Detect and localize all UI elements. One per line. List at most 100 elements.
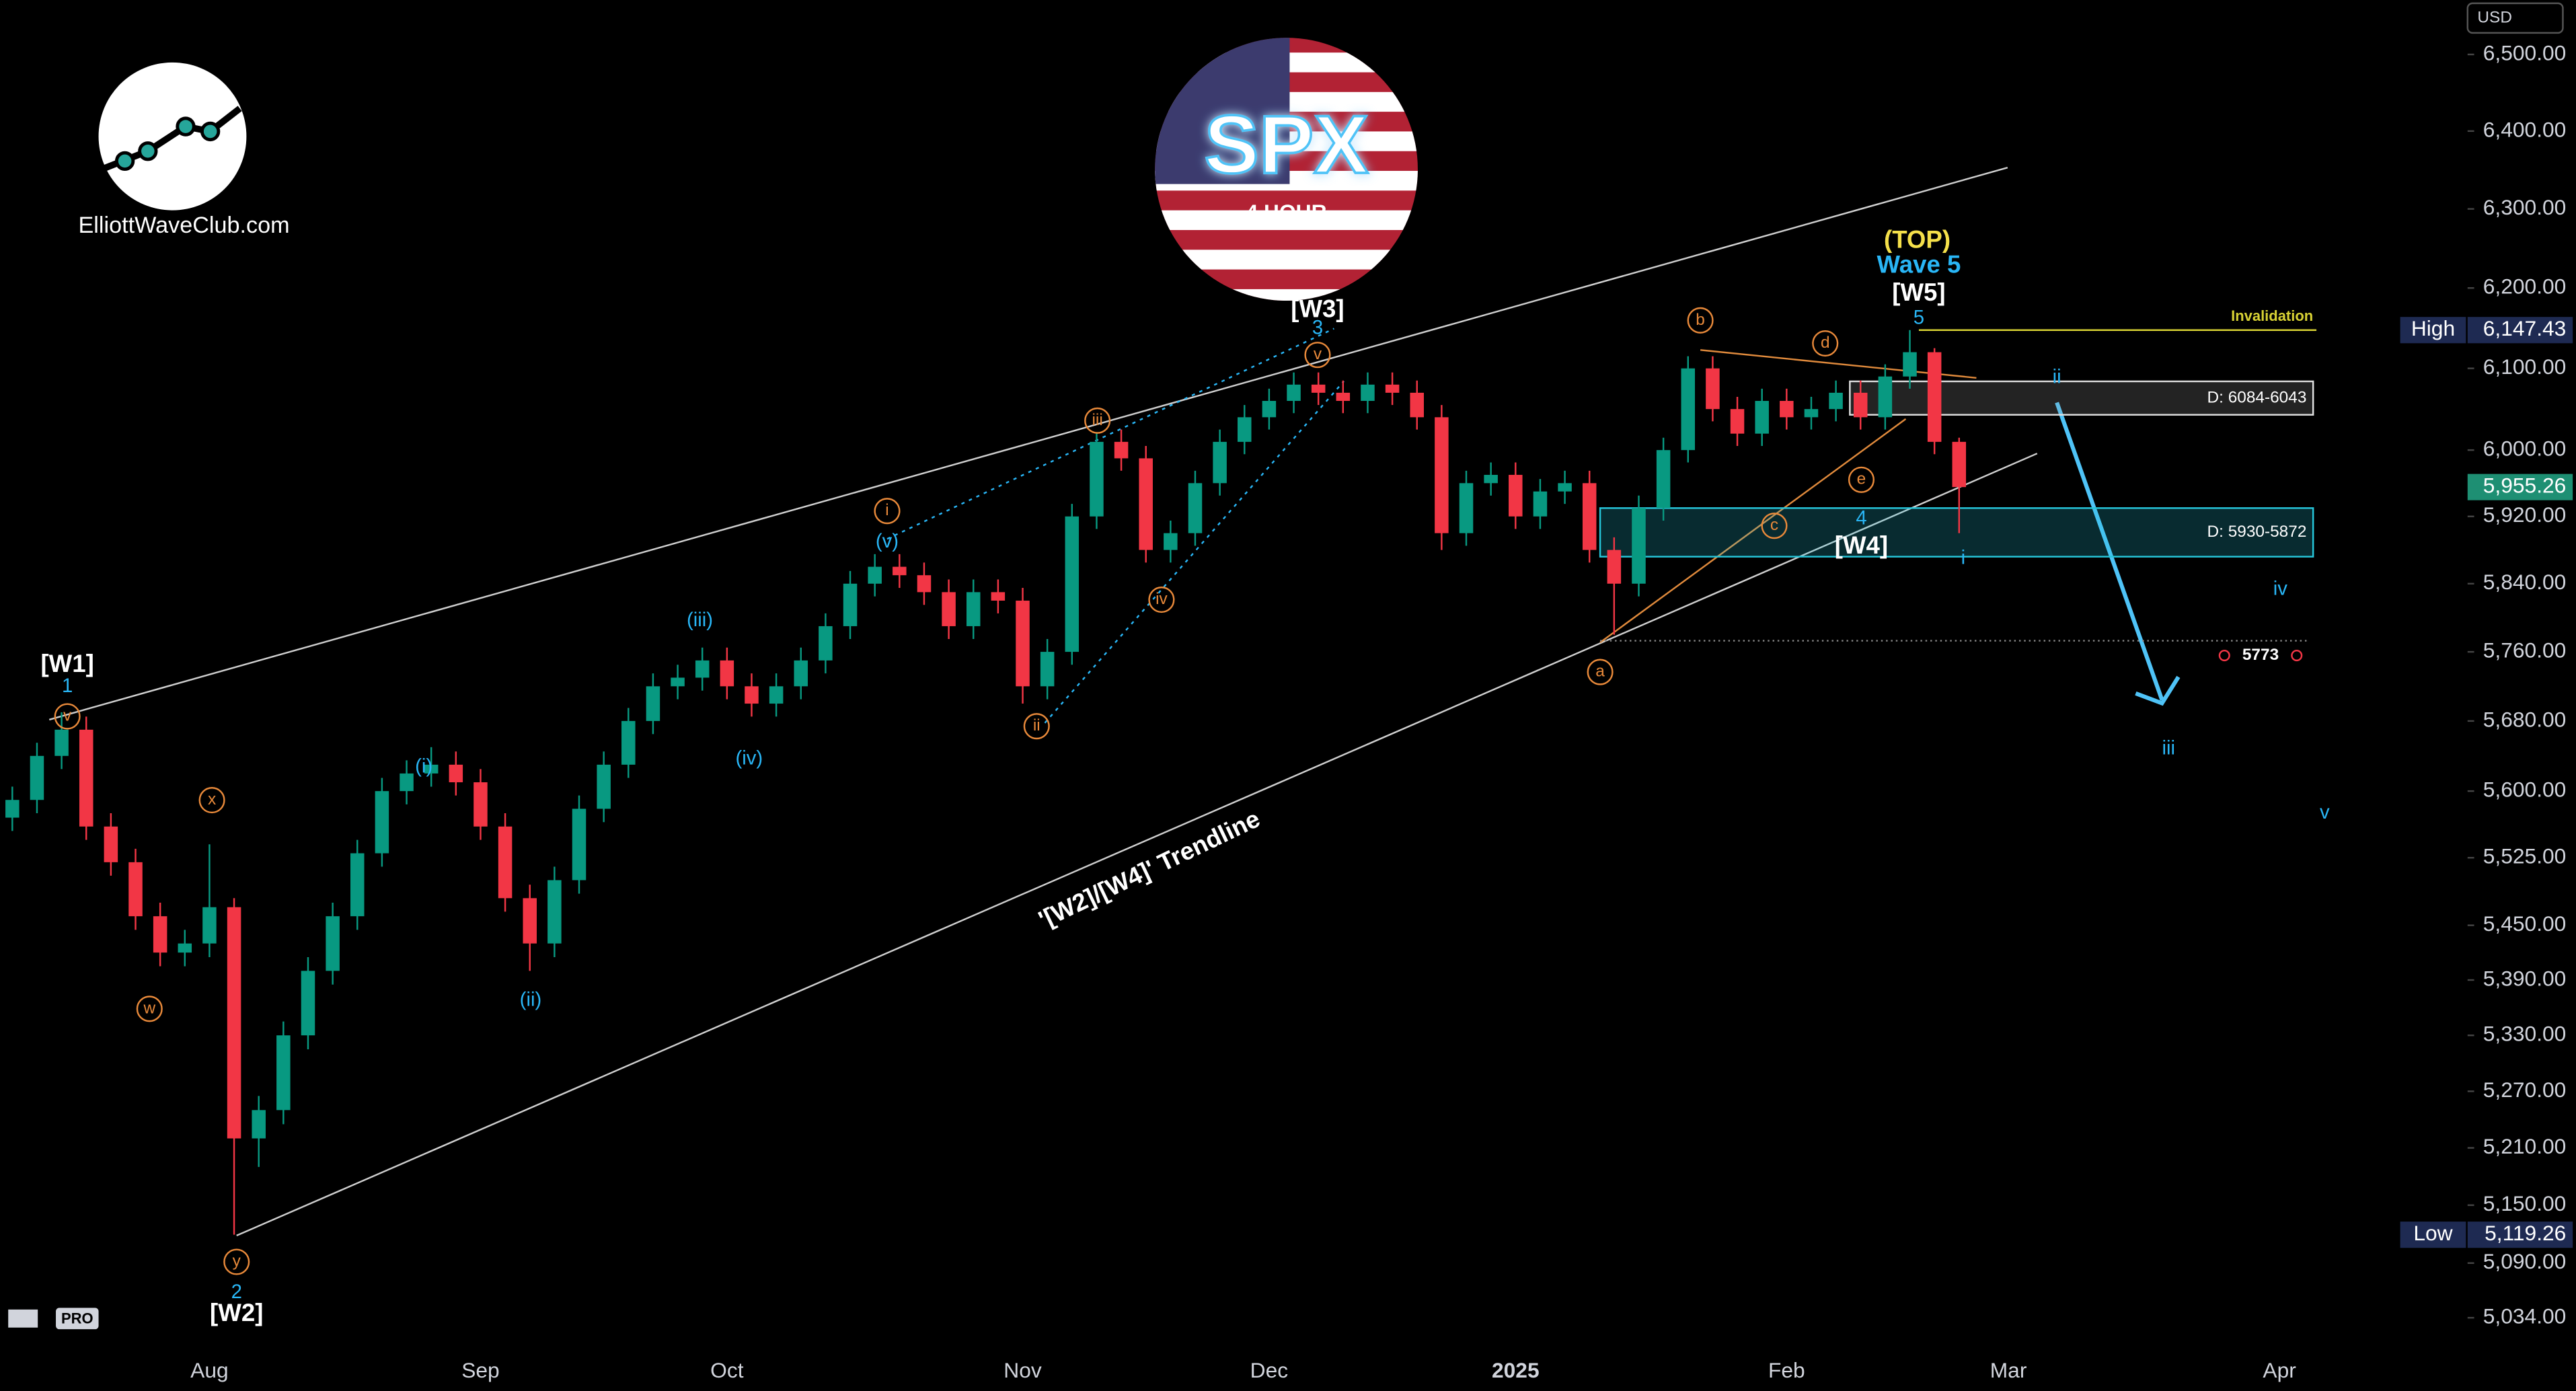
candle-body — [745, 686, 759, 704]
candle-body — [498, 826, 513, 899]
plot: 6,500.00 6,400.00 6,300.00 6,200.00 6,100.00… — [5, 40, 2573, 1382]
x-tick-label: Apr — [2263, 1358, 2296, 1382]
candle-body — [473, 782, 488, 827]
wave-label: (v) — [876, 530, 899, 552]
wave-label: [W4] — [1835, 531, 1888, 559]
candle-body — [843, 583, 858, 626]
candle-body — [375, 791, 389, 854]
wave-label: 3 — [1312, 316, 1323, 338]
wave-circle — [1812, 330, 1839, 357]
y-tick-label: 5,680.00 — [2483, 707, 2567, 731]
candle-body — [1484, 474, 1498, 484]
price-marker-box — [2467, 474, 2573, 500]
candle-body — [227, 907, 241, 1139]
y-tick-label: 5,450.00 — [2483, 911, 2567, 936]
wave-circle — [54, 703, 81, 730]
candle-body — [1016, 600, 1030, 687]
wave-label: b — [1696, 311, 1705, 329]
candle-body — [1385, 384, 1400, 393]
candle-body — [1410, 392, 1425, 418]
x-tick-label: Oct — [710, 1358, 744, 1382]
price-marker-name: High — [2411, 316, 2455, 340]
candle-body — [1287, 384, 1301, 402]
brand-timeframe: 4 HOUR — [1246, 200, 1327, 224]
y-tick-label: 6,100.00 — [2483, 354, 2567, 379]
brand-symbol: SPX — [1204, 98, 1368, 190]
price-marker-value: 5,955.26 — [2483, 474, 2567, 498]
wave-label: 2 — [231, 1281, 242, 1303]
candle-body — [868, 566, 882, 584]
wave-label: Wave 5 — [1877, 250, 1961, 278]
candle-body — [79, 729, 93, 827]
y-tick-label: 5,600.00 — [2483, 778, 2567, 802]
candle-body — [252, 1110, 266, 1139]
candle-body — [1164, 533, 1178, 550]
candle-body — [523, 898, 537, 944]
wave-label: ii — [2053, 366, 2061, 388]
candle-body — [1188, 483, 1203, 533]
candle-body — [1829, 392, 1843, 410]
candle-body — [1755, 401, 1769, 434]
x-tick-label: Aug — [190, 1358, 228, 1382]
wave-label: 5 — [1914, 307, 1924, 329]
y-tick-label: 6,300.00 — [2483, 195, 2567, 219]
wave-circle — [1587, 659, 1614, 685]
wave-label: (i) — [415, 755, 432, 777]
candle-body — [720, 660, 734, 687]
wave-label: iv — [2273, 578, 2288, 600]
wave-label: ii — [1033, 716, 1040, 735]
price-marker-box — [2467, 1221, 2573, 1248]
wave-label: (iii) — [687, 609, 713, 631]
candle-body — [819, 626, 833, 661]
wave-label: (TOP) — [1884, 226, 1950, 254]
wave-circle — [1848, 466, 1875, 493]
candle-body — [153, 916, 167, 953]
wave-label: e — [1857, 470, 1866, 488]
candle-body — [326, 916, 340, 971]
wave-label: a — [1595, 663, 1605, 681]
candle-body — [1213, 441, 1227, 484]
wave-label: [W3] — [1291, 295, 1344, 322]
candle-body — [1533, 491, 1548, 517]
candle-body — [1952, 441, 1967, 488]
y-tick-label: 5,150.00 — [2483, 1191, 2567, 1215]
zone — [1849, 380, 2314, 416]
candle-body — [1681, 368, 1696, 451]
candle-body — [104, 826, 118, 862]
wave-label: c — [1770, 516, 1778, 534]
wave-label: v — [1314, 345, 1322, 363]
candle-body — [769, 686, 784, 704]
wave-label: v — [2320, 801, 2330, 823]
wave-channel — [886, 328, 1334, 540]
x-tick-label: Dec — [1250, 1358, 1289, 1382]
wave-label: (ii) — [520, 988, 542, 1010]
upper-channel — [48, 166, 2008, 721]
wave-label: [W1] — [40, 650, 93, 677]
candle-body — [1361, 384, 1375, 402]
wave-label: iii — [2162, 737, 2175, 759]
candle-body — [54, 729, 69, 756]
x-tick-label: 2025 — [1492, 1358, 1540, 1382]
wave-label: i — [885, 501, 888, 519]
candle-body — [942, 592, 956, 626]
y-tick-label: 5,270.00 — [2483, 1078, 2567, 1102]
candle-body — [1558, 483, 1572, 492]
candle-body — [400, 773, 414, 792]
y-tick-label: 5,525.00 — [2483, 844, 2567, 868]
candle-body — [1878, 376, 1893, 418]
candle-body — [1804, 409, 1819, 418]
candle-body — [178, 943, 192, 953]
candle-body — [671, 677, 685, 687]
candle-body — [1262, 401, 1277, 418]
target-icon — [2291, 649, 2303, 662]
candle-body — [1706, 368, 1720, 410]
wave-label: 1 — [62, 675, 73, 697]
candle-body — [1114, 441, 1129, 459]
candle-body — [966, 592, 981, 626]
candle-body — [449, 764, 463, 783]
wave-circle — [1304, 342, 1331, 369]
candle-body — [646, 686, 660, 721]
y-tick-label: 5,840.00 — [2483, 570, 2567, 594]
candle-body — [794, 660, 808, 687]
